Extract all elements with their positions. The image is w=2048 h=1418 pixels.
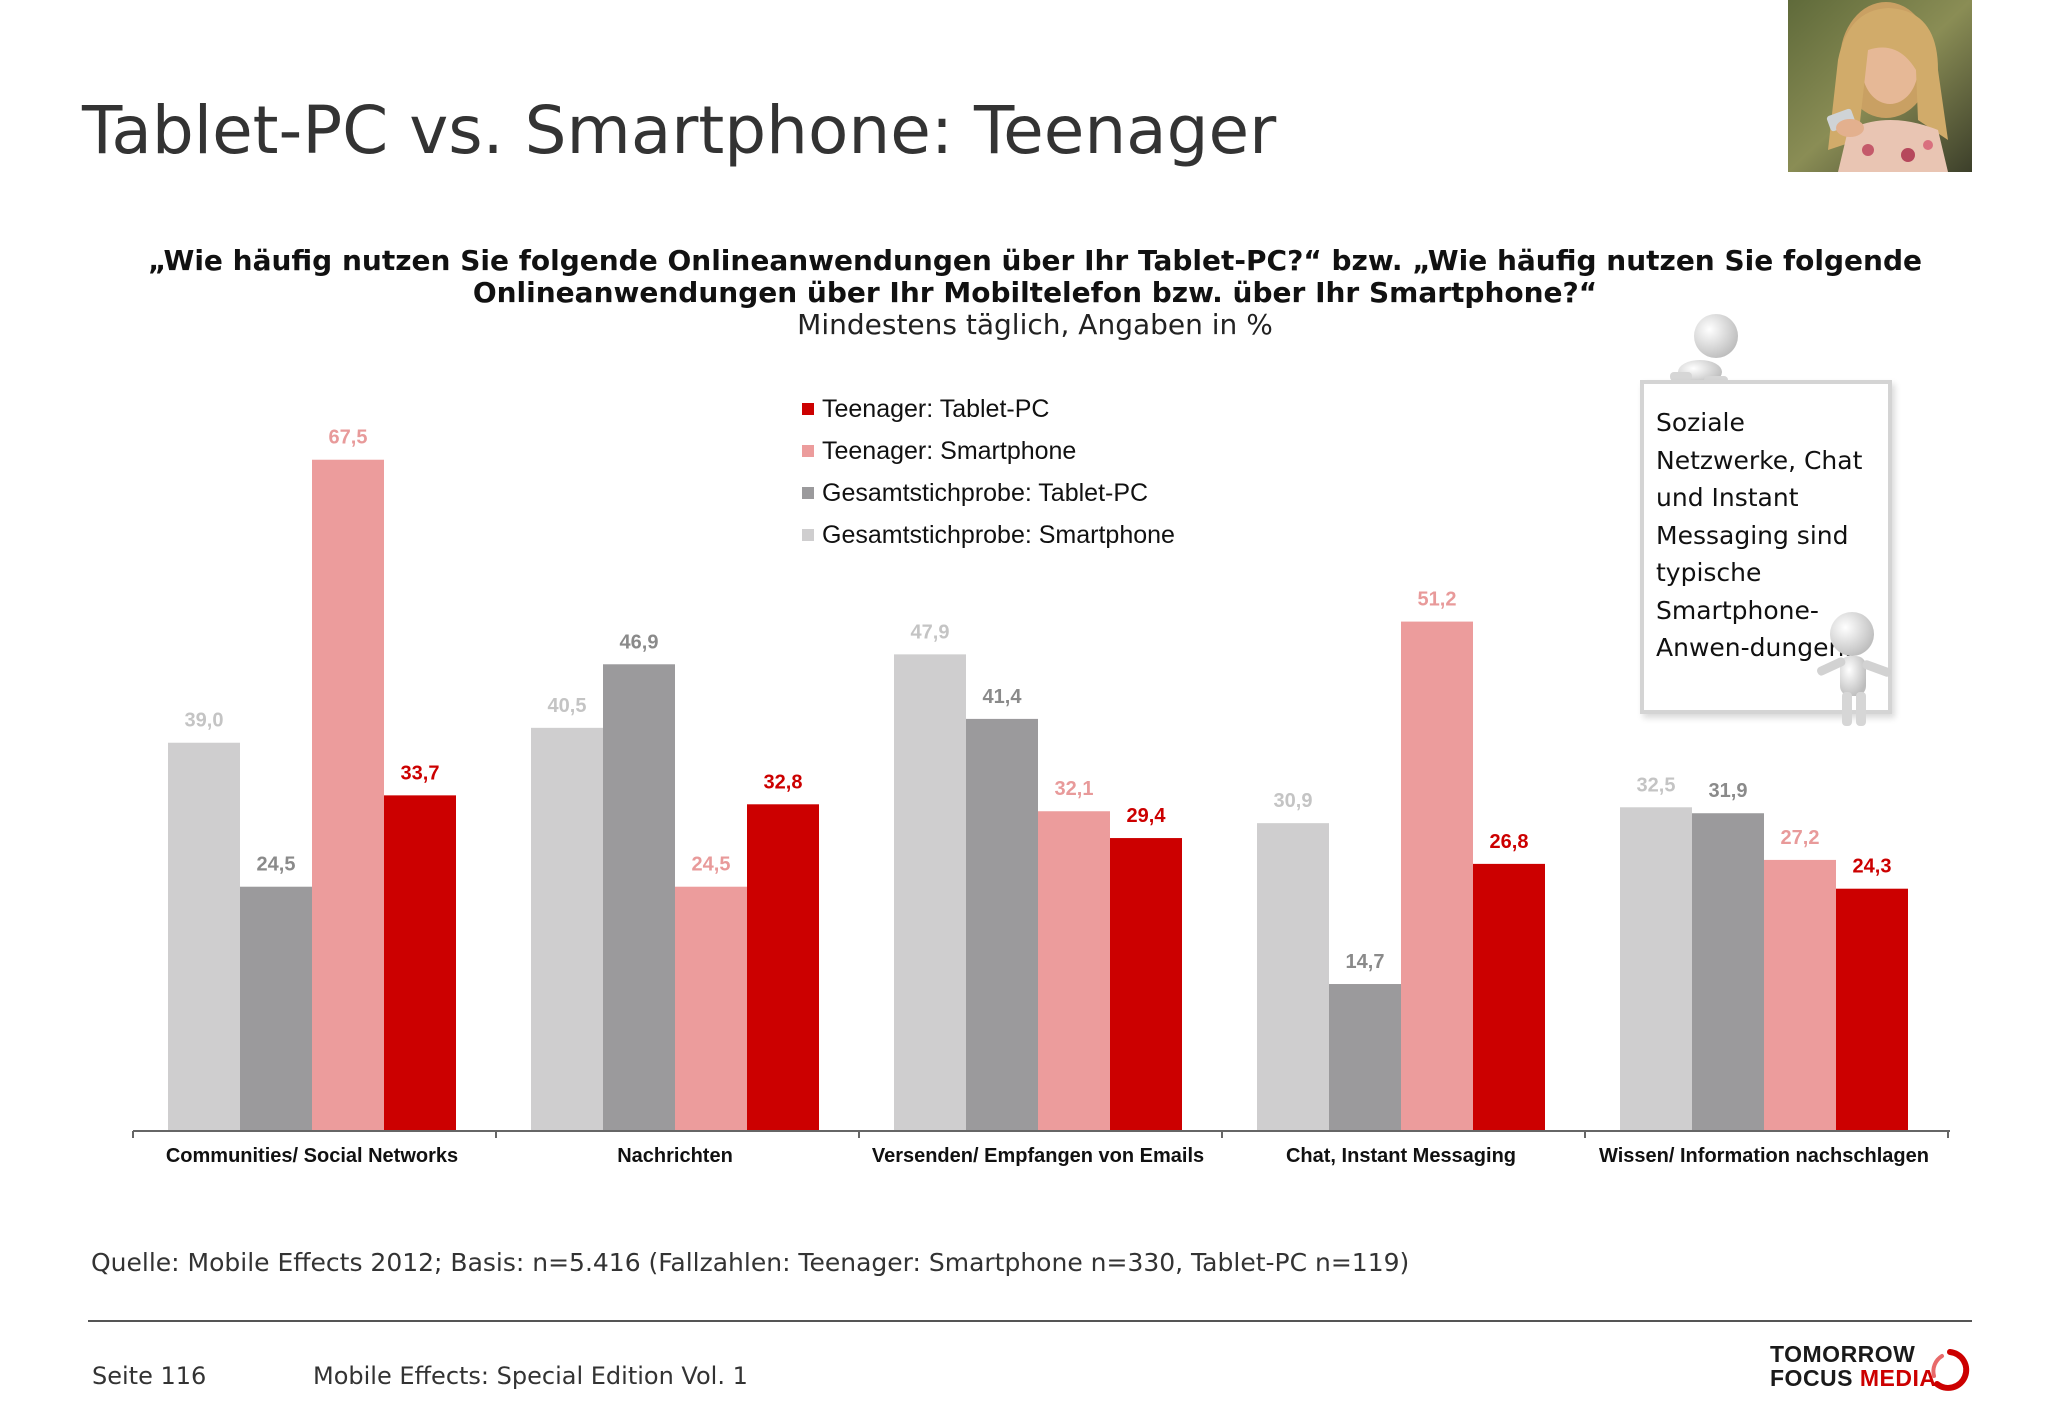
data-label: 32,1 — [1055, 778, 1094, 800]
bar — [1038, 811, 1110, 1130]
data-label: 24,5 — [257, 854, 296, 876]
x-tick-label: Chat, Instant Messaging — [1286, 1145, 1516, 1167]
data-label: 32,8 — [764, 771, 803, 793]
bar — [747, 804, 819, 1130]
bar — [531, 727, 603, 1130]
legend-item-total-smartphone: Gesamtstichprobe: Smartphone — [802, 514, 1175, 556]
chart-subtitle: Mindestens täglich, Angaben in % — [797, 308, 1273, 341]
x-tick-label: Wissen/ Information nachschlagen — [1599, 1145, 1929, 1167]
legend-swatch — [802, 403, 814, 415]
legend-label: Teenager: Smartphone — [822, 436, 1077, 465]
bar — [1620, 807, 1692, 1130]
legend-swatch — [802, 487, 814, 499]
source-note: Quelle: Mobile Effects 2012; Basis: n=5.… — [91, 1248, 1410, 1277]
page-title: Tablet-PC vs. Smartphone: Teenager — [82, 92, 1277, 169]
data-label: 31,9 — [1709, 780, 1748, 802]
page-number: Seite 116 — [92, 1362, 207, 1390]
data-label: 32,5 — [1637, 774, 1676, 796]
bar — [966, 718, 1038, 1130]
x-tick-label: Versenden/ Empfangen von Emails — [872, 1145, 1204, 1167]
bar — [1110, 838, 1182, 1130]
bar — [1692, 813, 1764, 1130]
callout-text: Soziale Netzwerke, Chat und Instant Mess… — [1656, 408, 1863, 662]
legend-item-teen-smartphone: Teenager: Smartphone — [802, 430, 1175, 472]
data-label: 47,9 — [911, 621, 950, 643]
bar — [603, 664, 675, 1130]
edition-label: Mobile Effects: Special Edition Vol. 1 — [313, 1362, 748, 1390]
data-label: 40,5 — [548, 695, 587, 717]
chart-legend: Teenager: Tablet-PC Teenager: Smartphone… — [802, 388, 1175, 556]
company-logo: TOMORROW FOCUS MEDIA — [1770, 1342, 1980, 1392]
bar — [1836, 888, 1908, 1130]
data-label: 29,4 — [1127, 805, 1167, 827]
logo-line-2b: MEDIA — [1859, 1365, 1937, 1391]
logo-ring-icon — [1931, 1349, 1970, 1391]
data-label: 46,9 — [620, 631, 659, 653]
bar — [1764, 859, 1836, 1130]
bar — [1257, 823, 1329, 1130]
data-label: 14,7 — [1346, 951, 1385, 973]
bar — [312, 459, 384, 1131]
bar — [1401, 621, 1473, 1130]
data-label: 39,0 — [185, 710, 224, 732]
logo-line-2a: FOCUS — [1770, 1365, 1860, 1391]
data-label: 27,2 — [1781, 827, 1820, 849]
data-label: 26,8 — [1490, 831, 1529, 853]
legend-swatch — [802, 445, 814, 457]
bar-chart: 39,0 24,5 67,5 33,7 Communities/ Social Netw… — [132, 427, 1950, 1167]
legend-label: Gesamtstichprobe: Tablet-PC — [822, 478, 1149, 507]
data-label: 41,4 — [983, 686, 1023, 708]
figure-3d-man-icon — [1817, 612, 1892, 726]
x-tick-label: Nachrichten — [617, 1145, 733, 1167]
data-label: 30,9 — [1274, 790, 1313, 812]
question-line-2: Onlineanwendungen über Ihr Mobiltelefon … — [472, 276, 1598, 309]
data-label: 51,2 — [1418, 589, 1457, 611]
legend-label: Gesamtstichprobe: Smartphone — [822, 520, 1175, 549]
legend-item-total-tablet: Gesamtstichprobe: Tablet-PC — [802, 472, 1175, 514]
legend-item-teen-tablet: Teenager: Tablet-PC — [802, 388, 1175, 430]
photo-woman-smartphone — [1788, 0, 1972, 172]
x-tick-label: Communities/ Social Networks — [166, 1145, 458, 1167]
data-label: 67,5 — [329, 427, 368, 449]
bar — [1473, 863, 1545, 1130]
bar — [168, 742, 240, 1130]
legend-swatch — [802, 529, 814, 541]
logo-line-1: TOMORROW — [1770, 1341, 1916, 1367]
data-label: 24,5 — [692, 854, 731, 876]
bar — [240, 886, 312, 1130]
bar — [1329, 984, 1401, 1130]
bar — [894, 654, 966, 1130]
question-line-1: „Wie häufig nutzen Sie folgende Onlinean… — [147, 244, 1923, 277]
bar — [675, 886, 747, 1130]
footer-divider — [88, 1320, 1972, 1322]
data-label: 33,7 — [401, 762, 440, 784]
legend-label: Teenager: Tablet-PC — [822, 394, 1050, 423]
data-label: 24,3 — [1853, 856, 1892, 878]
bar — [384, 795, 456, 1130]
